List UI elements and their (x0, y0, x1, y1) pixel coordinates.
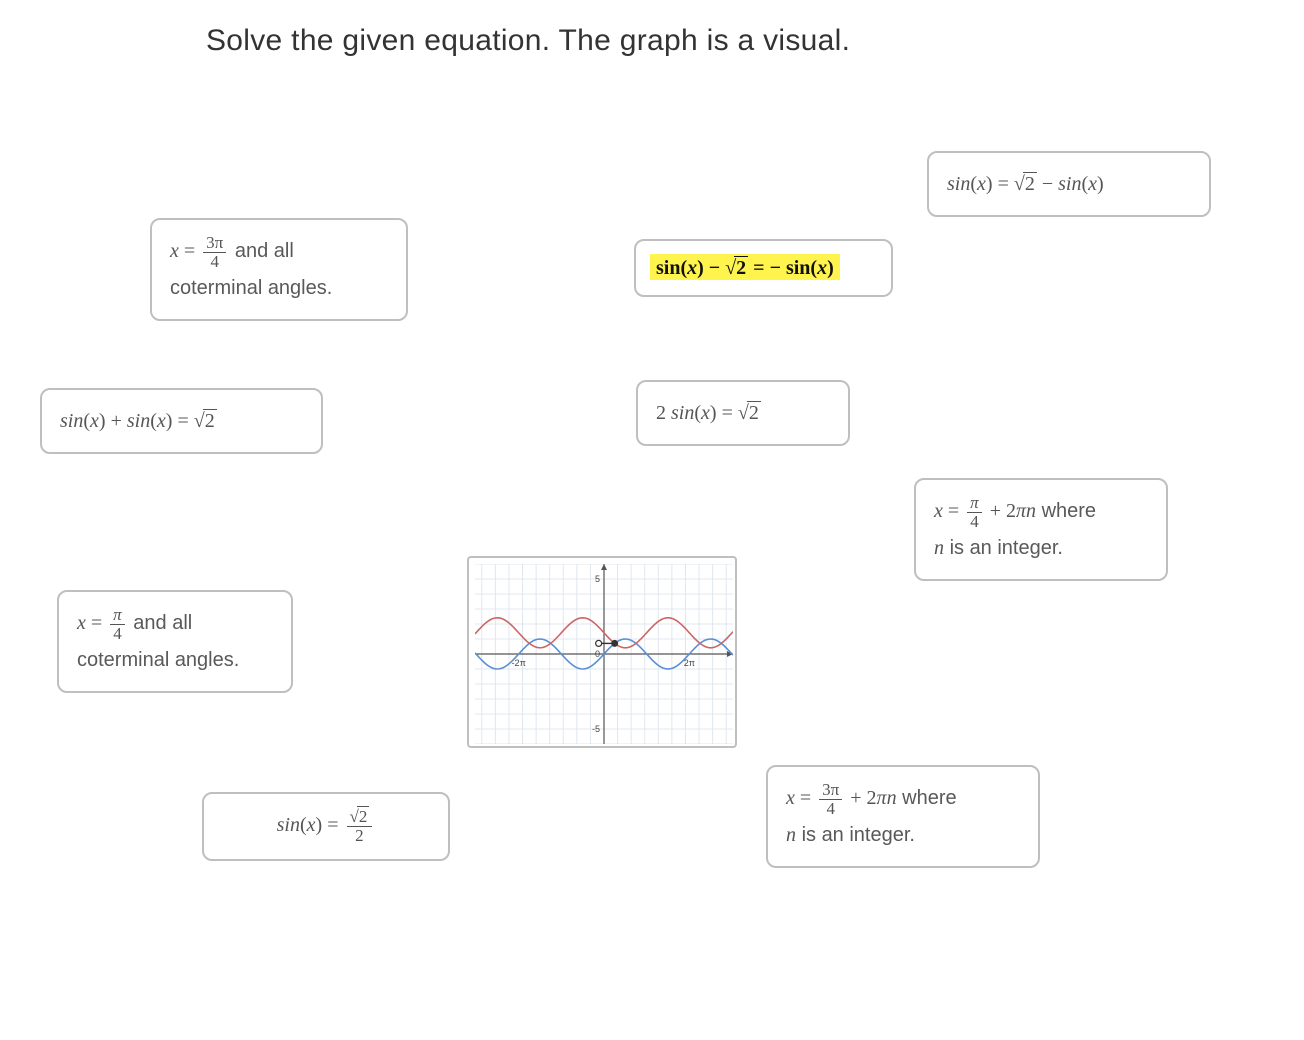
svg-text:5: 5 (595, 574, 600, 584)
svg-text:-5: -5 (592, 724, 600, 734)
card-step-2sin[interactable]: 2 sin(x) = √2 (636, 380, 850, 446)
card-equation-highlighted[interactable]: sin(x) − √2 = − sin(x) (634, 239, 893, 297)
graph-svg: -505-2π2π (475, 564, 733, 744)
card-solution-3pi4-coterminal[interactable]: x = 3π4 and all coterminal angles. (150, 218, 408, 321)
page-title: Solve the given equation. The graph is a… (206, 24, 850, 58)
graph-panel: -505-2π2π (467, 556, 737, 748)
card-solution-3pi4-general[interactable]: x = 3π4 + 2πn wheren is an integer. (766, 765, 1040, 868)
svg-text:0: 0 (595, 649, 600, 659)
card-solution-pi4-general[interactable]: x = π4 + 2πn wheren is an integer. (914, 478, 1168, 581)
card-step-add-sin[interactable]: sin(x) + sin(x) = √2 (40, 388, 323, 454)
card-solution-pi4-coterminal[interactable]: x = π4 and all coterminal angles. (57, 590, 293, 693)
card-equation-original[interactable]: sin(x) = √2 − sin(x) (927, 151, 1211, 217)
svg-text:2π: 2π (684, 658, 695, 668)
card-step-sin-equals[interactable]: sin(x) = √22 (202, 792, 450, 861)
